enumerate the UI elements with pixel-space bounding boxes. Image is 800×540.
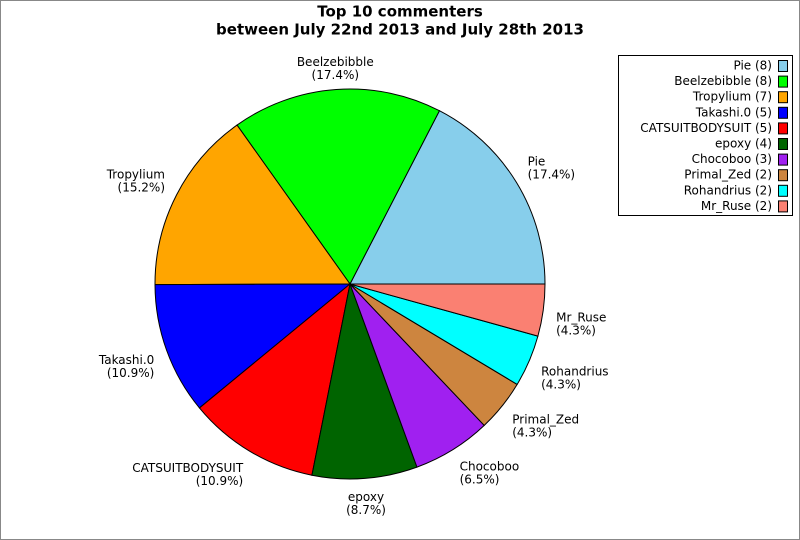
legend-label: Tropylium (7) <box>692 90 772 104</box>
legend-label: CATSUITBODYSUIT (5) <box>640 121 772 135</box>
slice-label: Rohandrius <box>541 365 608 379</box>
slice-label: Mr_Ruse <box>556 311 606 325</box>
slice-value-label: (6.5%) <box>460 472 500 486</box>
slice-value-label: (17.4%) <box>312 68 359 82</box>
slice-value-label: (17.4%) <box>528 167 575 181</box>
pie-slice <box>349 283 546 337</box>
slice-label: epoxy <box>348 490 384 504</box>
legend-label: Beelzebibble (8) <box>674 74 772 88</box>
chart-subtitle: between July 22nd 2013 and July 28th 201… <box>216 21 584 39</box>
legend-label: epoxy (4) <box>715 137 772 151</box>
legend-swatch <box>778 200 788 213</box>
slice-label: Takashi.0 <box>98 353 154 367</box>
slice-label: Pie <box>528 154 546 168</box>
legend-label: Mr_Ruse (2) <box>701 199 772 213</box>
pie-slice <box>154 124 351 286</box>
legend-swatch <box>778 138 788 150</box>
pie-slice <box>349 110 546 285</box>
legend-swatch <box>778 75 788 88</box>
slice-label: CATSUITBODYSUIT <box>132 461 244 475</box>
slice-label: Primal_Zed <box>512 413 579 427</box>
slice-value-label: (10.9%) <box>196 474 243 488</box>
legend-label: Primal_Zed (2) <box>684 168 772 182</box>
chart-title: Top 10 commenters <box>317 3 483 21</box>
legend-label: Chocoboo (3) <box>692 152 772 166</box>
legend-swatch <box>778 106 788 119</box>
legend-swatch <box>778 153 788 166</box>
legend-swatch <box>778 184 788 197</box>
slice-value-label: (8.7%) <box>346 503 386 517</box>
slice-value-label: (15.2%) <box>118 180 165 194</box>
legend-swatch <box>778 60 788 72</box>
legend-swatch <box>778 91 788 104</box>
pie-slice <box>311 282 418 480</box>
slice-value-label: (4.3%) <box>541 378 581 392</box>
slice-label: Beelzebibble <box>297 55 374 69</box>
legend-label: Rohandrius (2) <box>684 183 772 197</box>
slice-label: Tropylium <box>106 167 165 181</box>
legend-box <box>618 55 793 216</box>
slice-value-label: (10.9%) <box>107 366 154 380</box>
legend-label: Takashi.0 (5) <box>695 105 772 119</box>
legend-swatch <box>778 122 788 135</box>
legend-swatch <box>778 169 788 182</box>
slice-value-label: (4.3%) <box>512 426 552 440</box>
slice-label: Chocoboo <box>460 459 520 473</box>
pie-slice <box>198 282 351 476</box>
pie-slice <box>154 283 352 409</box>
pie-slice <box>236 88 441 285</box>
legend-label: Pie (8) <box>733 59 772 73</box>
slice-value-label: (4.3%) <box>556 324 596 338</box>
